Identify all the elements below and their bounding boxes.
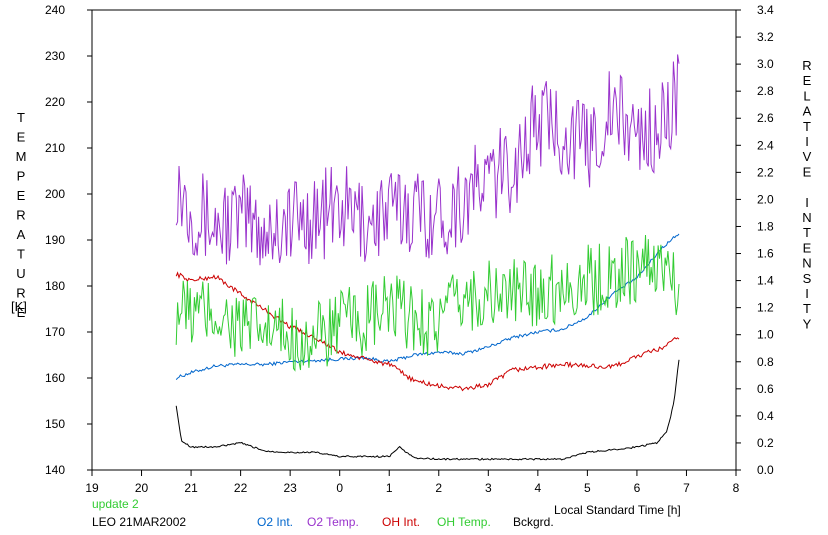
legend: O2 Int. O2 Temp. OH Int. OH Temp. Bckgrd.	[257, 515, 554, 529]
y-right-label-letter: T	[803, 301, 811, 316]
y-right-label-letter: N	[802, 256, 811, 271]
y-right-label-letter: I	[805, 134, 809, 149]
y-right-tick-label: 3.2	[757, 30, 774, 44]
legend-entry: O2 Int.	[257, 515, 293, 529]
y-left-tick-label: 240	[45, 3, 65, 17]
series-lines	[175, 54, 680, 461]
x-tick-label: 21	[184, 481, 198, 495]
y-left-tick-label: 170	[45, 325, 65, 339]
x-tick-label: 0	[336, 481, 343, 495]
y-right-label-letter: Y	[803, 316, 812, 331]
y-axis-left-unit: [K]	[11, 299, 27, 314]
y-right-label-letter: I	[805, 286, 809, 301]
x-tick-label: 7	[683, 481, 690, 495]
y-right-label-letter: E	[803, 164, 812, 179]
y-right-tick-label: 2.4	[757, 138, 774, 152]
y-left-label-letter: E	[17, 305, 26, 320]
y-left-label-letter: U	[16, 266, 25, 281]
y-left-tick-label: 210	[45, 141, 65, 155]
y-right-tick-label: 1.0	[757, 328, 774, 342]
y-right-label-letter: N	[802, 210, 811, 225]
y-left-label-letter: E	[17, 130, 26, 145]
legend-entry: O2 Temp.	[307, 515, 359, 529]
station-date-label: LEO 21MAR2002	[92, 515, 186, 529]
y-left-tick-label: 230	[45, 49, 65, 63]
y-right-tick-label: 1.4	[757, 274, 774, 288]
y-right-tick-label: 1.2	[757, 301, 774, 315]
y-right-tick-label: 0.4	[757, 409, 774, 423]
y-right-label-letter: A	[803, 104, 812, 119]
update-annotation: update 2	[92, 497, 139, 511]
legend-entry: OH Temp.	[437, 515, 491, 529]
y-right-label-letter: T	[803, 119, 811, 134]
y-right-label-letter: S	[803, 271, 812, 286]
y-right-label-letter: V	[803, 149, 812, 164]
series-line-o2-temp	[175, 54, 680, 266]
x-tick-label: 4	[535, 481, 542, 495]
y-right-label-letter: E	[803, 240, 812, 255]
y-right-tick-label: 3.4	[757, 3, 774, 17]
y-left-tick-label: 180	[45, 279, 65, 293]
y-right-tick-label: 0.8	[757, 355, 774, 369]
y-left-tick-label: 220	[45, 95, 65, 109]
x-tick-label: 8	[733, 481, 740, 495]
y-right-tick-label: 0.6	[757, 382, 774, 396]
series-line-oh-int	[175, 271, 680, 392]
y-left-label-letter: R	[16, 208, 25, 223]
x-tick-label: 23	[283, 481, 297, 495]
y-left-label-letter: P	[17, 169, 26, 184]
y-right-tick-label: 0.0	[757, 463, 774, 477]
y-left-tick-label: 150	[45, 417, 65, 431]
y-right-tick-label: 2.8	[757, 84, 774, 98]
y-right-label-letter: L	[803, 88, 810, 103]
y-left-tick-label: 200	[45, 187, 65, 201]
x-axis-label: Local Standard Time [h]	[554, 503, 681, 517]
y-left-label-letter: E	[17, 188, 26, 203]
y-right-label-letter: E	[803, 73, 812, 88]
y-right-tick-label: 0.2	[757, 436, 774, 450]
y-right-tick-label: 1.8	[757, 219, 774, 233]
x-tick-label: 22	[234, 481, 248, 495]
x-tick-label: 20	[135, 481, 149, 495]
x-tick-label: 2	[435, 481, 442, 495]
y-right-tick-label: 2.2	[757, 165, 774, 179]
y-left-tick-label: 160	[45, 371, 65, 385]
series-line-oh-temp	[175, 234, 680, 372]
x-tick-label: 1	[386, 481, 393, 495]
x-tick-label: 19	[85, 481, 99, 495]
y-left-tick-label: 190	[45, 233, 65, 247]
y-left-label-letter: A	[17, 227, 26, 242]
y-right-tick-label: 2.6	[757, 111, 774, 125]
x-tick-label: 3	[485, 481, 492, 495]
axis-ticks: 19 20 21 22 23 0 1 2 3 4 5 6 7 8140150160170180190200…	[45, 3, 774, 495]
x-tick-label: 5	[584, 481, 591, 495]
y-right-label-letter: R	[802, 58, 811, 73]
y-right-tick-label: 2.0	[757, 192, 774, 206]
y-right-label-letter: T	[803, 225, 811, 240]
y-left-label-letter: T	[17, 247, 25, 262]
y-right-tick-label: 3.0	[757, 57, 774, 71]
y-left-label-letter: M	[16, 149, 27, 164]
legend-entry: Bckgrd.	[513, 515, 554, 529]
x-tick-label: 6	[634, 481, 641, 495]
y-left-label-letter: T	[17, 110, 25, 125]
legend-entry: OH Int.	[382, 515, 420, 529]
series-line-bckgrd	[175, 359, 680, 461]
y-left-tick-label: 140	[45, 463, 65, 477]
y-left-label-letter: R	[16, 286, 25, 301]
y-right-tick-label: 1.6	[757, 247, 774, 261]
y-right-label-letter: I	[805, 195, 809, 210]
